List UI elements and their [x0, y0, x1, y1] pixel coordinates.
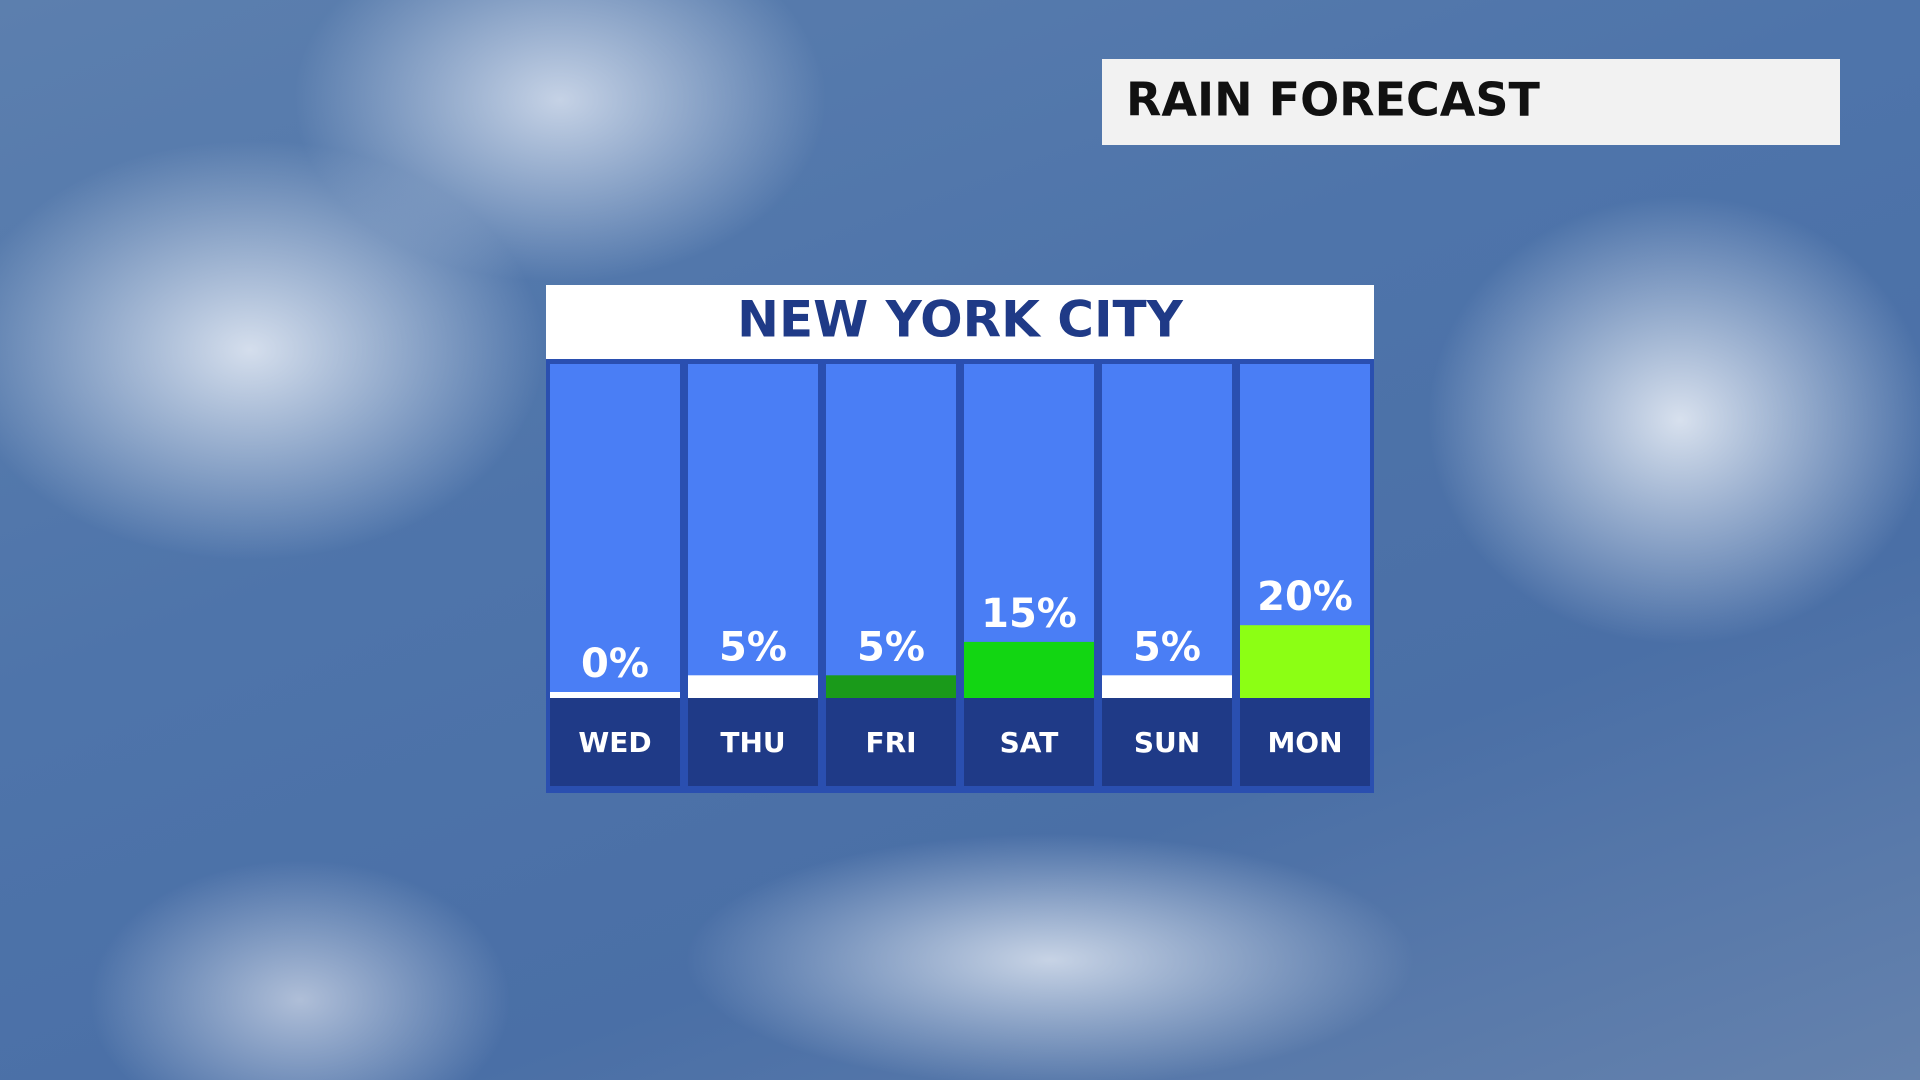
- value-label: 20%: [1257, 574, 1353, 620]
- x-tick-label: SAT: [1000, 726, 1059, 759]
- x-tick-label: SUN: [1134, 726, 1200, 759]
- column: [688, 364, 818, 698]
- column: [550, 364, 680, 698]
- header-title: RAIN FORECAST: [1126, 73, 1541, 127]
- bar: [1102, 675, 1232, 698]
- panel: [546, 359, 1374, 793]
- bar: [964, 641, 1094, 698]
- value-label: 5%: [857, 624, 925, 670]
- header-box: [1102, 59, 1840, 145]
- day-band: [1102, 698, 1232, 786]
- x-tick-label: THU: [720, 726, 785, 759]
- chart-title: NEW YORK CITY: [737, 291, 1184, 349]
- day-band: [964, 698, 1094, 786]
- value-label: 5%: [719, 624, 787, 670]
- column: [1102, 364, 1232, 698]
- day-band: [550, 698, 680, 786]
- bar: [826, 675, 956, 698]
- title-box: [546, 285, 1374, 359]
- day-band: [1240, 698, 1370, 786]
- x-tick-label: WED: [578, 726, 651, 759]
- x-tick-label: MON: [1267, 726, 1342, 759]
- value-label: 5%: [1133, 624, 1201, 670]
- bar: [688, 675, 818, 698]
- value-label: 15%: [981, 591, 1077, 637]
- day-band: [826, 698, 956, 786]
- column: [826, 364, 956, 698]
- bar: [1240, 625, 1370, 698]
- bar: [550, 692, 680, 698]
- day-band: [688, 698, 818, 786]
- value-label: 0%: [581, 641, 649, 687]
- x-tick-label: FRI: [865, 726, 916, 759]
